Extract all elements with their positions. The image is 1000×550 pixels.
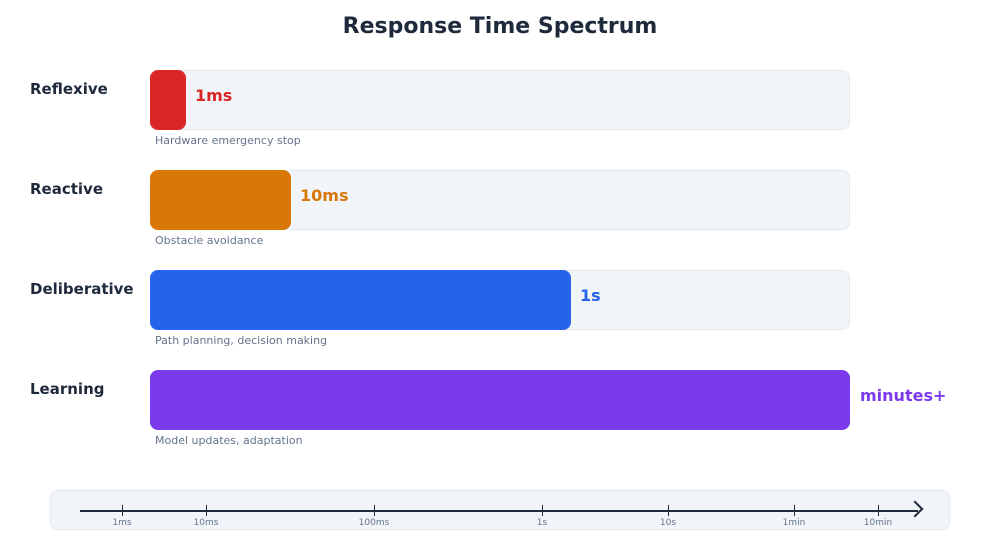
axis-tick [542,505,543,516]
bar-description: Hardware emergency stop [155,134,301,147]
axis-tick [122,505,123,516]
bar-value: 1ms [195,86,233,105]
axis-tick [878,505,879,516]
row-reactive: Reactive 10ms Obstacle avoidance [0,170,1000,260]
bar-description: Model updates, adaptation [155,434,303,447]
row-learning: Learning minutes+ Model updates, adaptat… [0,370,1000,460]
axis-tick-label: 1min [782,518,806,528]
axis-tick-label: 10s [659,518,677,528]
bar-deliberative [150,270,571,330]
bar-track [150,70,850,130]
bar-value: 1s [580,286,601,305]
bar-learning [150,370,850,430]
row-deliberative: Deliberative 1s Path planning, decision … [0,270,1000,360]
bar-description: Obstacle avoidance [155,234,264,247]
chart-title: Response Time Spectrum [342,14,658,39]
bar-value: minutes+ [860,386,947,405]
row-label: Reactive [30,180,104,198]
bar-value: 10ms [300,186,349,205]
axis-tick-label: 10min [863,518,893,528]
row-label: Reflexive [30,80,108,98]
bar-reflexive [150,70,186,130]
axis-tick-label: 10ms [193,518,219,528]
bar-description: Path planning, decision making [155,334,328,347]
bar-reactive [150,170,291,230]
timeline-axis [80,510,918,512]
axis-tick-label: 1ms [112,518,132,528]
axis-tick-label: 1s [536,518,548,528]
row-label: Deliberative [30,280,134,298]
axis-tick [668,505,669,516]
axis-tick [794,505,795,516]
axis-tick [206,505,207,516]
axis-tick [374,505,375,516]
axis-tick-label: 100ms [358,518,390,528]
row-reflexive: Reflexive 1ms Hardware emergency stop [0,70,1000,160]
row-label: Learning [30,380,105,398]
